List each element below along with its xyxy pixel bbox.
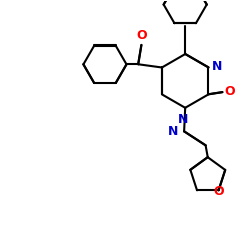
Text: N: N (178, 113, 188, 126)
Text: N: N (168, 125, 179, 138)
Text: O: O (213, 185, 224, 198)
Text: O: O (224, 85, 235, 98)
Text: N: N (212, 60, 223, 73)
Text: O: O (136, 29, 147, 42)
